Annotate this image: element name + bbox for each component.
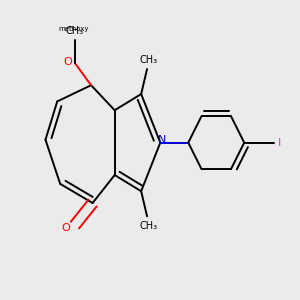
Text: O: O <box>63 57 72 67</box>
Text: O: O <box>62 223 70 233</box>
Text: I: I <box>278 138 281 148</box>
Text: methoxy: methoxy <box>58 26 89 32</box>
Text: CH₃: CH₃ <box>140 55 158 64</box>
Text: N: N <box>158 135 166 145</box>
Text: CH₃: CH₃ <box>66 26 84 36</box>
Text: CH₃: CH₃ <box>140 221 158 231</box>
